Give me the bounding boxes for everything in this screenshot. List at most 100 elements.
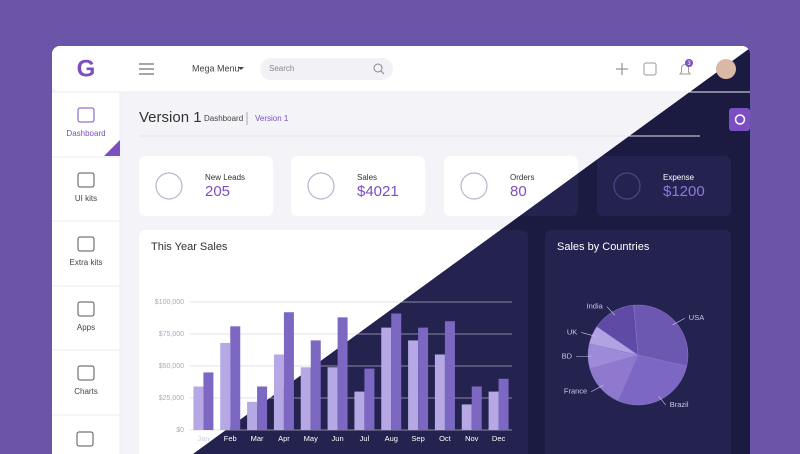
x-tick-label: Feb (224, 434, 237, 443)
y-tick-label: $0 (176, 427, 184, 434)
sidebar-icon[interactable] (77, 365, 95, 381)
stat-value: $1200 (663, 183, 705, 200)
bar (327, 367, 338, 430)
x-tick-label: Jun (332, 434, 344, 443)
leader-line (658, 395, 666, 406)
bar (354, 391, 365, 430)
y-tick-label: $50,000 (159, 363, 184, 370)
sidebar-icon[interactable] (77, 172, 95, 188)
stat-card (139, 156, 273, 216)
stat-value: $4021 (357, 183, 399, 200)
pie-slice (596, 304, 639, 356)
bar (364, 368, 375, 430)
chart-title: Sales by Countries (557, 241, 650, 253)
bar (247, 401, 258, 430)
stat-icon (307, 172, 335, 200)
chart-title: This Year Sales (151, 241, 228, 253)
fullscreen-icon[interactable] (616, 63, 628, 75)
bar (444, 321, 455, 430)
logo[interactable]: G (77, 55, 96, 82)
stat-icon (460, 172, 488, 200)
stat-label: Sales (357, 173, 377, 182)
topbar (52, 46, 750, 92)
sidebar-label[interactable]: UI kits (75, 194, 97, 203)
leader-line (591, 384, 604, 393)
stat-card (597, 156, 731, 216)
sidebar-icon[interactable] (77, 107, 95, 123)
leader-line (606, 306, 616, 316)
sidebar-icon[interactable] (77, 301, 95, 317)
y-tick-label: $100,000 (155, 299, 184, 306)
stat-icon (613, 172, 641, 200)
sidebar-label[interactable]: Dashboard (66, 129, 105, 138)
bar (193, 386, 204, 430)
x-tick-label: Dec (492, 434, 506, 443)
y-tick-label: $25,000 (159, 395, 184, 402)
y-tick-label: $75,000 (159, 331, 184, 338)
leader-line (581, 332, 596, 337)
search-box[interactable] (260, 58, 393, 80)
bar (498, 378, 509, 430)
pie-label: UK (567, 327, 577, 336)
bar (337, 317, 348, 430)
stat-label: New Leads (205, 173, 245, 182)
bar (257, 386, 268, 430)
x-tick-label: Jul (360, 434, 370, 443)
stat-value: 205 (205, 183, 230, 200)
x-tick-label: Nov (465, 434, 479, 443)
pie-label: India (587, 302, 604, 311)
app-icon[interactable] (643, 62, 657, 76)
sidebar-icon (76, 431, 94, 447)
x-tick-label: Jan (197, 434, 209, 443)
settings-icon (734, 114, 746, 125)
x-tick-label: Sep (411, 434, 424, 443)
sidebar (52, 92, 120, 454)
bar (418, 327, 429, 430)
x-tick-label: May (304, 434, 318, 443)
bar (283, 312, 294, 430)
x-tick-label: Apr (278, 434, 290, 443)
caret (238, 67, 244, 70)
menu-toggle[interactable] (139, 63, 154, 75)
stat-card (291, 156, 425, 216)
search-icon (380, 70, 385, 75)
avatar[interactable] (716, 59, 736, 79)
pie-label: USA (689, 313, 704, 322)
notification-count: 3 (687, 61, 691, 67)
bar (300, 367, 311, 430)
active-marker (104, 140, 120, 156)
bar (310, 340, 321, 430)
sidebar-label[interactable]: Extra kits (70, 258, 103, 267)
bar (488, 391, 499, 430)
bar (471, 386, 482, 430)
breadcrumb[interactable]: Dashboard (204, 114, 243, 123)
sidebar-label[interactable]: Apps (77, 323, 95, 332)
page-title: Version 1 (139, 109, 202, 126)
breadcrumb[interactable]: Version 1 (255, 114, 289, 123)
pie-label: Brazil (670, 400, 689, 409)
notification-badge (685, 59, 693, 67)
x-tick-label: Mar (251, 434, 264, 443)
bar (408, 340, 419, 430)
bar (220, 342, 231, 430)
x-tick-label: Aug (385, 434, 398, 443)
stat-label: Orders (510, 173, 534, 182)
pie-label: France (564, 387, 587, 396)
stat-label: Expense (663, 173, 695, 182)
bar (273, 354, 284, 430)
x-tick-label: Oct (439, 434, 452, 443)
search-icon[interactable] (373, 63, 383, 73)
mega-menu[interactable]: Mega Menu (192, 63, 240, 73)
bar (434, 354, 445, 430)
bar (230, 326, 241, 430)
pie-slice (633, 304, 689, 367)
settings-button[interactable] (729, 108, 750, 131)
sidebar-label[interactable]: Charts (74, 387, 98, 396)
pie-label: BD (562, 351, 573, 360)
leader-line (672, 317, 685, 326)
bar (381, 327, 392, 430)
sidebar-icon[interactable] (77, 236, 95, 252)
bar (203, 372, 214, 430)
bar (391, 313, 402, 430)
